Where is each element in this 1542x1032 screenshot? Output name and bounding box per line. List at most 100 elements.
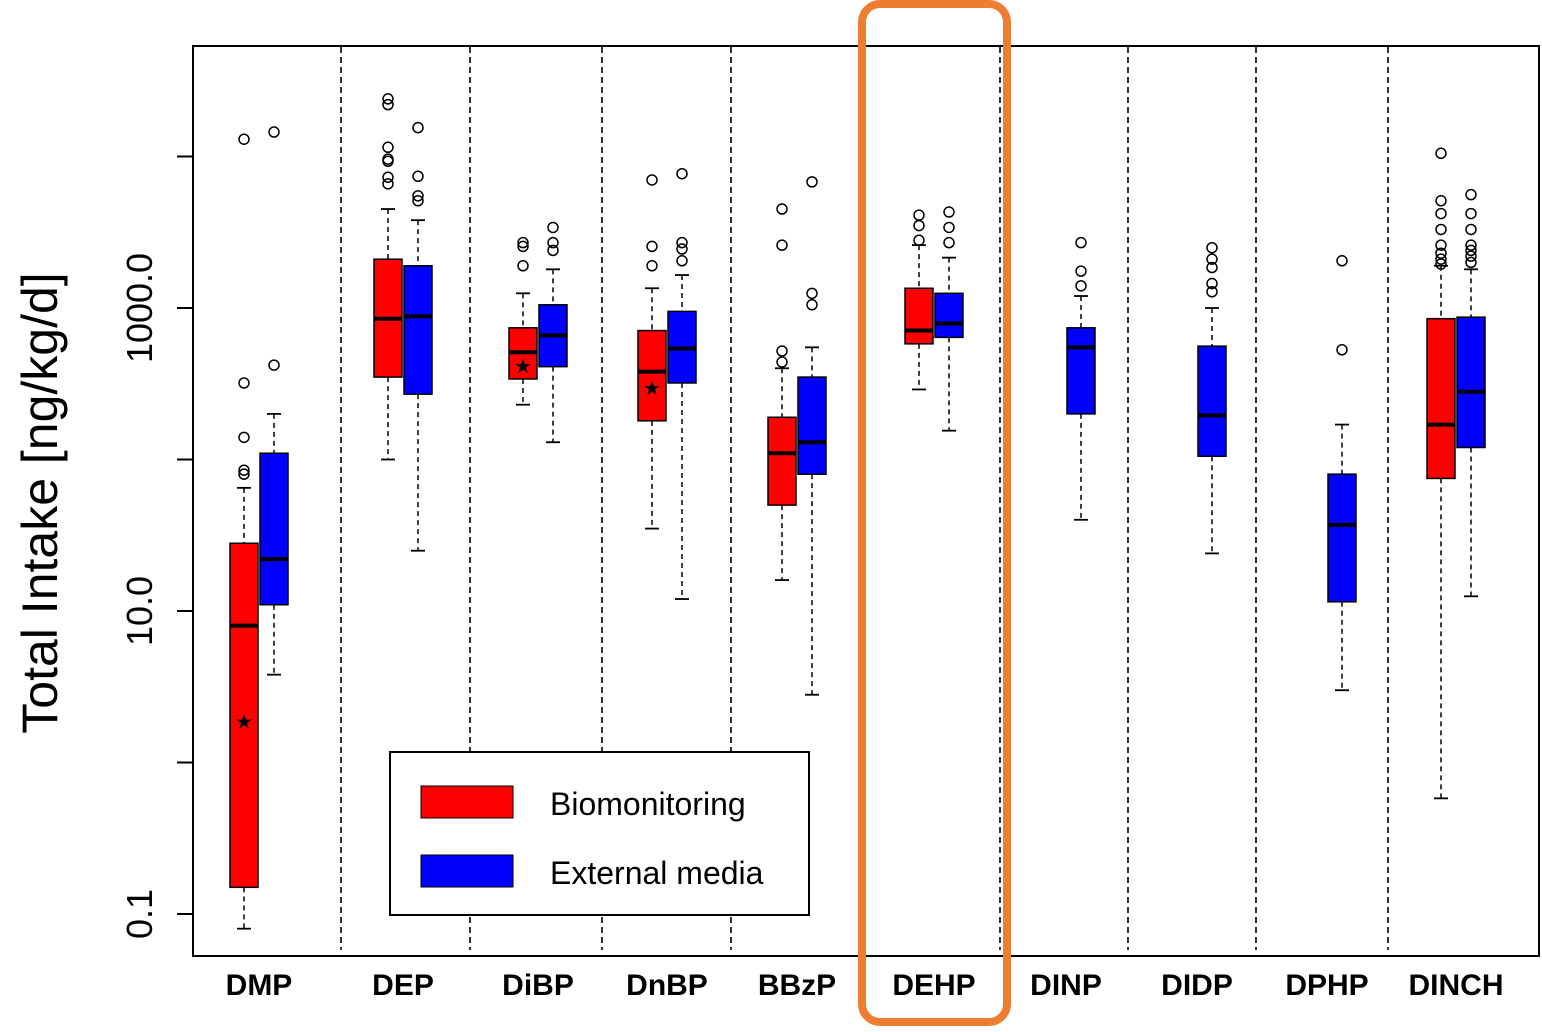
iqr-box [637, 329, 667, 422]
box-external-media-dinch [1456, 188, 1486, 598]
iqr-box [1066, 327, 1096, 415]
outlier-point [943, 221, 955, 234]
legend-swatch-biomonitoring [420, 785, 514, 819]
iqr-box [403, 265, 433, 395]
box-external-media-dinp [1066, 236, 1096, 521]
outlier-point [268, 126, 280, 138]
x-tick-label-dinp: DINP [1030, 969, 1102, 1002]
box-external-media-bbzp [797, 176, 827, 696]
iqr-box [1426, 317, 1456, 480]
outlier-point [1435, 223, 1447, 236]
box-external-media-dmp [259, 126, 289, 676]
outlier-point [1336, 255, 1348, 267]
x-tick-label-dinch: DINCH [1409, 969, 1504, 1002]
y-axis-title: Total Intake [ng/kg/d] [12, 272, 68, 733]
outlier-point [1206, 286, 1218, 298]
outlier-point [1075, 265, 1087, 277]
outlier-point [913, 234, 925, 247]
mean-marker: ★ [514, 356, 532, 378]
iqr-box [934, 292, 964, 339]
highlight-box [858, 0, 1011, 1026]
outlier-point [1435, 258, 1447, 270]
box-biomonitoring-dibp: ★ [508, 236, 538, 406]
outlier-point [776, 345, 788, 357]
y-tick-label-10-0: 10.0 [119, 576, 160, 646]
outlier-point [238, 431, 250, 444]
outlier-point [238, 468, 250, 480]
box-biomonitoring-bbzp [767, 203, 797, 581]
outlier-point [1206, 241, 1218, 254]
box-external-media-dep [403, 121, 433, 552]
outlier-point [1465, 223, 1477, 236]
outlier-point [238, 464, 250, 476]
x-tick-label-bbzp: BBzP [758, 969, 836, 1002]
outlier-point [1465, 239, 1477, 251]
y-tick-label-1000-0: 1000.0 [119, 253, 160, 363]
outlier-point [382, 141, 394, 154]
outlier-point [646, 260, 658, 272]
outlier-point [1435, 253, 1447, 265]
outlier-point [1465, 207, 1477, 220]
outlier-point [382, 98, 394, 111]
x-tick-label-dehp: DEHP [892, 969, 975, 1002]
x-tick-label-dphp: DPHP [1285, 969, 1368, 1002]
outlier-point [382, 171, 394, 183]
outlier-point [238, 133, 250, 145]
box-biomonitoring-dmp: ★ [229, 133, 259, 930]
outlier-point [1465, 250, 1477, 262]
legend-swatch-external-media [420, 854, 514, 888]
outlier-point [382, 153, 394, 165]
mean-marker: ★ [235, 711, 253, 733]
iqr-box [1456, 316, 1486, 449]
outlier-point [913, 209, 925, 221]
outlier-point [1075, 280, 1087, 292]
box-biomonitoring-dehp [904, 209, 934, 391]
outlier-point [517, 236, 529, 249]
outlier-point [1465, 188, 1477, 201]
legend-label-biomonitoring: Biomonitoring [550, 786, 746, 822]
outlier-point [517, 240, 529, 253]
outlier-point [943, 206, 955, 218]
outlier-point [646, 174, 658, 186]
outlier-point [776, 203, 788, 215]
outlier-point [1435, 147, 1447, 160]
x-tick-label-dibp: DiBP [502, 969, 574, 1002]
legend: Biomonitoring External media [389, 751, 810, 916]
x-tick-label-dep: DEP [372, 969, 434, 1002]
outlier-point [806, 176, 818, 188]
outlier-point [547, 244, 559, 257]
legend-frame [389, 751, 810, 916]
iqr-box [797, 376, 827, 475]
outlier-point [382, 93, 394, 105]
outlier-point [412, 190, 424, 202]
outlier-point [806, 287, 818, 300]
box-biomonitoring-dep [373, 93, 403, 461]
outlier-point [806, 299, 818, 311]
outlier-point [382, 178, 394, 190]
outlier-point [412, 170, 424, 183]
outlier-point [1336, 344, 1348, 356]
outlier-point [676, 236, 688, 249]
outlier-point [1206, 261, 1218, 274]
iqr-box [904, 287, 934, 345]
outlier-point [547, 221, 559, 234]
outlier-point [676, 255, 688, 267]
box-external-media-didp [1197, 241, 1227, 555]
box-external-media-dibp [538, 221, 568, 444]
outlier-point [1435, 195, 1447, 207]
box-external-media-dnbp [667, 167, 697, 600]
outlier-point [646, 240, 658, 253]
outlier-point [1435, 239, 1447, 251]
iqr-box [229, 542, 259, 889]
iqr-box [1197, 345, 1227, 458]
outlier-point [676, 167, 688, 180]
outlier-point [412, 121, 424, 134]
outlier-point [517, 260, 529, 272]
x-tick-label-dmp: DMP [226, 969, 293, 1002]
iqr-box [259, 452, 289, 606]
iqr-box [767, 416, 797, 506]
outlier-point [1435, 207, 1447, 220]
mean-marker: ★ [643, 378, 661, 400]
